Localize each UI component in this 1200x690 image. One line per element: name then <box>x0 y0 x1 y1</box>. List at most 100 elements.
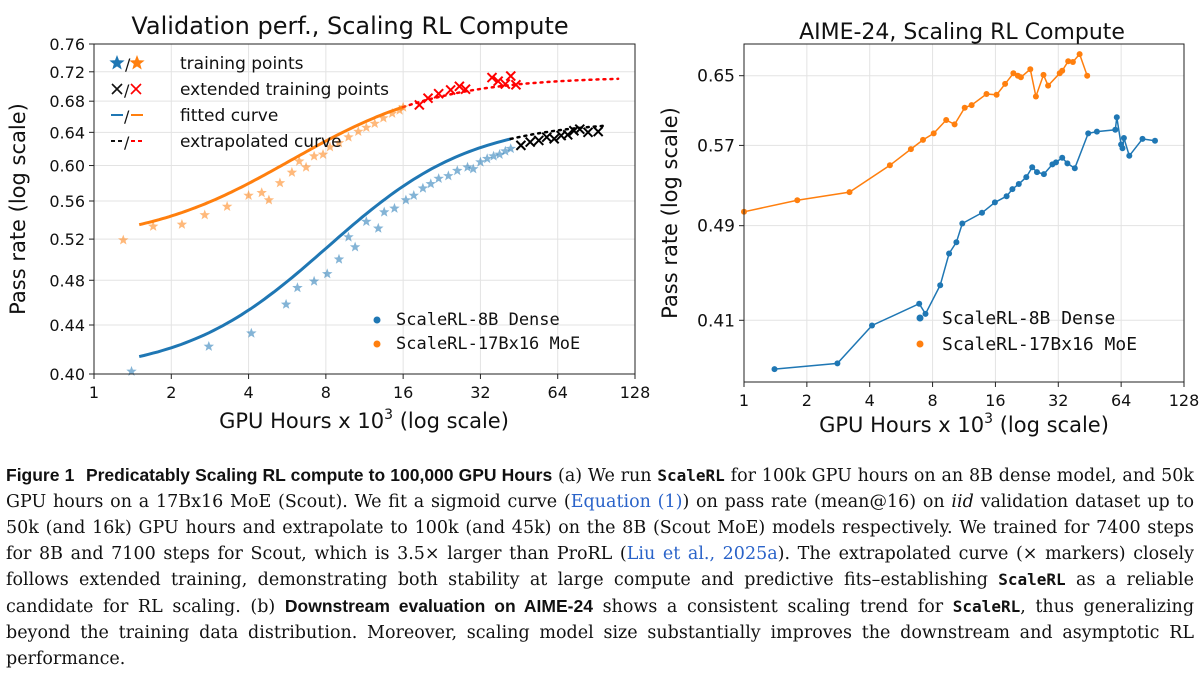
equation-link[interactable]: Equation (1) <box>570 492 683 512</box>
chart1-training-point <box>433 173 444 183</box>
figure-caption: Figure 1 Predicatably Scaling RL compute… <box>6 465 1195 669</box>
chart1-extended-point <box>533 135 544 146</box>
chart1-extended-point <box>568 125 580 136</box>
chart2-point <box>1093 128 1100 135</box>
chart2-legend: ScaleRL-8B Dense ScaleRL-17Bx16 MoE <box>916 308 1137 355</box>
chart1-training-point <box>389 202 400 213</box>
chart1-xtick-label: 1 <box>89 383 99 402</box>
legend-star-blue <box>109 55 125 70</box>
chart2-point <box>1120 135 1127 141</box>
chart1-training-point <box>280 298 292 309</box>
chart2-point <box>1029 164 1036 171</box>
chart2-xtick-label: 1 <box>739 391 749 410</box>
chart1-training-point <box>488 150 499 161</box>
legend-slash: / <box>124 107 130 126</box>
chart1-training-point <box>494 149 505 159</box>
chart2-point <box>1023 174 1030 181</box>
chart1-xtick-label: 64 <box>548 383 568 402</box>
chart2-point <box>1002 80 1009 87</box>
chart2-point <box>1076 51 1083 58</box>
legend-dot <box>916 340 924 348</box>
chart1-extended-point <box>422 92 434 104</box>
chart1-legend: ScaleRL-8B Dense ScaleRL-17Bx16 MoE <box>373 310 580 354</box>
chart1-training-point <box>221 201 233 211</box>
chart1-marker-legend: / training points / extended training point… <box>109 54 389 152</box>
chart2-point <box>1032 93 1039 100</box>
chart1-training-point <box>292 282 303 293</box>
chart1-training-point <box>378 112 389 123</box>
chart1-series <box>118 70 620 376</box>
chart1-training-point <box>462 161 473 172</box>
chart2-point <box>1126 152 1133 159</box>
chart1-training-point <box>324 141 336 152</box>
chart1-training-point <box>176 219 188 229</box>
chart1-training-point <box>452 165 463 176</box>
chart2-xtick-label: 2 <box>802 391 812 410</box>
chart1-training-point <box>482 153 493 164</box>
chart1-training-point <box>425 178 436 189</box>
legend-dot <box>373 340 381 348</box>
caption-scalerl: ScaleRL <box>657 466 725 485</box>
chart1-ytick-label: 0.56 <box>49 192 85 211</box>
chart1-extended-point <box>433 88 444 99</box>
chart2-point <box>1112 126 1119 133</box>
legend-series-label: ScaleRL-17Bx16 MoE <box>396 334 580 354</box>
chart1-xtick-label: 4 <box>243 383 253 402</box>
chart1-training-point <box>246 327 257 338</box>
chart2-point <box>1027 66 1034 73</box>
chart1-training-point <box>394 104 405 115</box>
chart1-extended-point <box>486 72 498 83</box>
chart1-xtick-label: 128 <box>620 383 651 402</box>
chart2-point <box>1119 145 1126 152</box>
chart1-training-point <box>308 150 320 161</box>
chart1-ytick-label: 0.60 <box>49 157 85 176</box>
chart1-extended-point <box>505 70 516 82</box>
chart1-training-point <box>361 122 372 132</box>
chart1-training-point <box>408 190 419 200</box>
chart2-point <box>946 250 953 257</box>
legend-slash: / <box>125 55 131 74</box>
chart1-title: Validation perf., Scaling RL Compute <box>131 12 568 40</box>
chart2-point <box>1045 82 1052 89</box>
chart2-point <box>953 239 960 246</box>
chart1-extrapolated-curve <box>509 124 609 141</box>
chart2-ytick-label: 0.57 <box>697 136 735 156</box>
chart2-point <box>961 104 968 111</box>
chart1-frame <box>93 43 636 375</box>
legend-slash: / <box>124 81 130 100</box>
chart1-ytick-label: 0.72 <box>49 63 85 82</box>
chart1-training-point <box>475 156 486 167</box>
chart1-training-point <box>317 149 329 159</box>
chart1-training-point <box>308 275 320 286</box>
chart1-training-point <box>256 187 267 198</box>
chart1-extended-point <box>510 79 522 91</box>
legend-series-label: ScaleRL-8B Dense <box>942 308 1115 329</box>
chart2-xtick-label: 128 <box>1169 391 1200 410</box>
citation-link[interactable]: Liu et al., 2025a <box>626 544 778 564</box>
chart2-point <box>846 189 853 196</box>
chart2-xtick-label: 8 <box>927 391 937 410</box>
chart1-series-1 <box>118 70 620 245</box>
chart1-extended-point <box>460 84 471 95</box>
chart1-extended-point <box>548 133 560 145</box>
chart1-xtick-label: 2 <box>166 383 176 402</box>
chart2-point <box>993 91 1000 98</box>
chart2-point <box>1010 70 1017 77</box>
chart1-training-point <box>300 161 312 172</box>
legend-marker-label: training points <box>180 54 304 74</box>
chart2-point <box>968 102 975 109</box>
chart1-xtick-label: 32 <box>470 383 490 402</box>
chart2-point <box>869 322 875 329</box>
chart1-training-point <box>286 166 298 177</box>
chart1-training-point <box>263 194 275 205</box>
chart2-point <box>834 360 841 367</box>
chart1-training-point <box>443 170 454 181</box>
chart2-point <box>907 146 914 153</box>
legend-series-label: ScaleRL-8B Dense <box>396 310 560 330</box>
chart1-training-point <box>126 365 137 376</box>
chart2-ytick-label: 0.65 <box>697 67 735 87</box>
chart2-xtick-label: 16 <box>985 391 1005 410</box>
chart2-ytick-label: 0.41 <box>697 311 735 331</box>
chart1-xtick-label: 16 <box>393 383 413 402</box>
chart1-extended-point <box>541 131 552 143</box>
